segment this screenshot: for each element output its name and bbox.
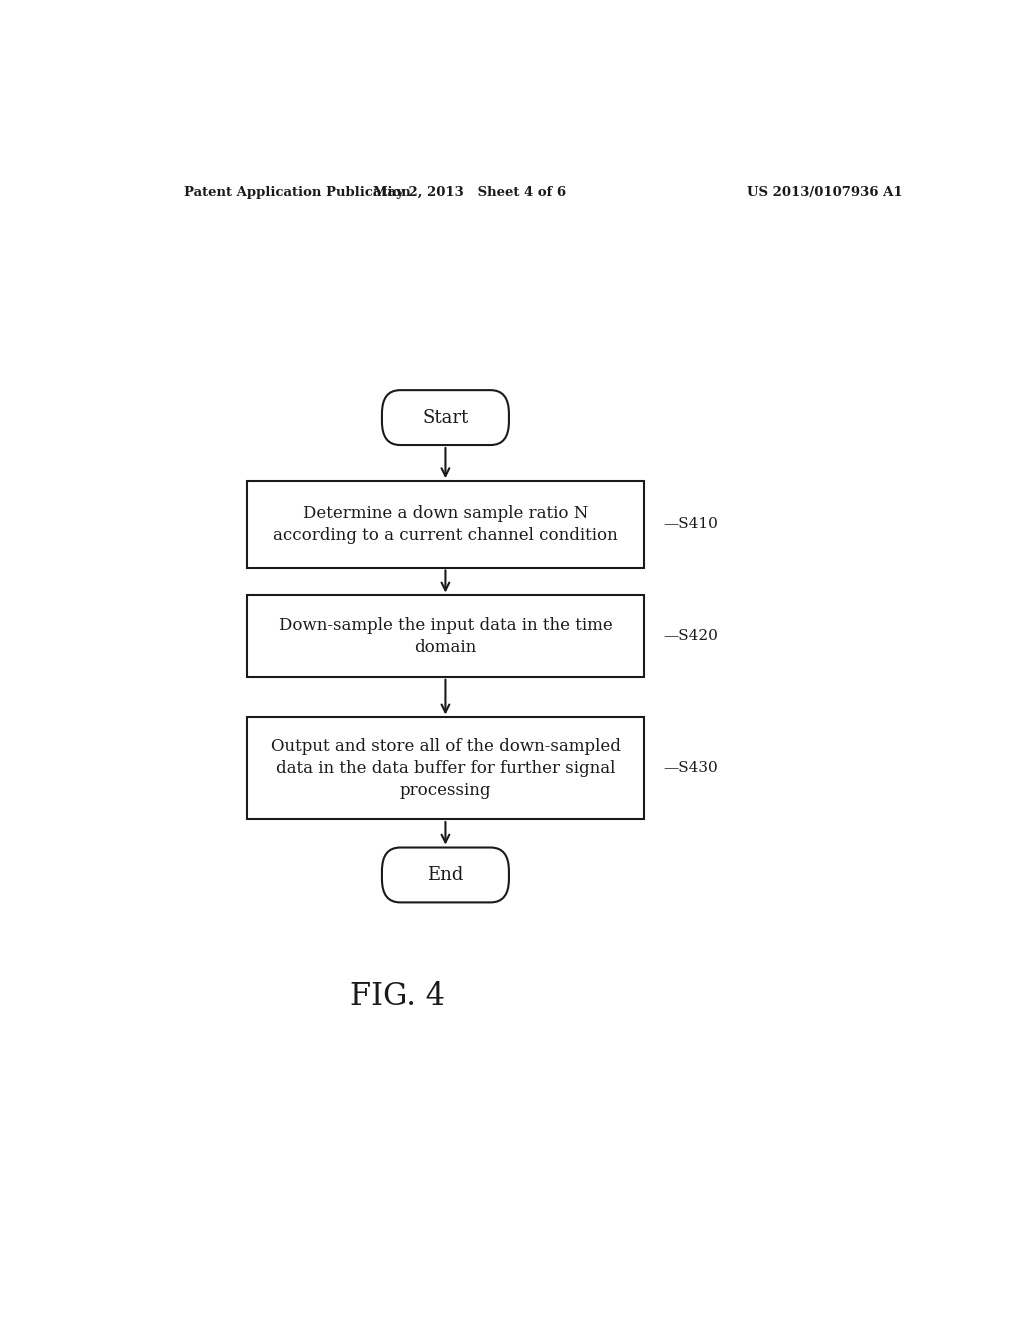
Text: —S410: —S410: [664, 517, 719, 532]
Text: Output and store all of the down-sampled
data in the data buffer for further sig: Output and store all of the down-sampled…: [270, 738, 621, 799]
Text: Determine a down sample ratio N
according to a current channel condition: Determine a down sample ratio N accordin…: [273, 504, 617, 544]
Text: End: End: [427, 866, 464, 884]
Text: —S420: —S420: [664, 630, 719, 643]
FancyBboxPatch shape: [382, 391, 509, 445]
Text: Start: Start: [422, 409, 469, 426]
Text: US 2013/0107936 A1: US 2013/0107936 A1: [748, 186, 902, 199]
Text: —S430: —S430: [664, 762, 719, 775]
FancyBboxPatch shape: [247, 595, 644, 677]
Text: Patent Application Publication: Patent Application Publication: [183, 186, 411, 199]
FancyBboxPatch shape: [247, 718, 644, 818]
FancyBboxPatch shape: [382, 847, 509, 903]
Text: May 2, 2013   Sheet 4 of 6: May 2, 2013 Sheet 4 of 6: [373, 186, 566, 199]
Text: Down-sample the input data in the time
domain: Down-sample the input data in the time d…: [279, 616, 612, 656]
FancyBboxPatch shape: [247, 480, 644, 568]
Text: FIG. 4: FIG. 4: [350, 982, 445, 1012]
